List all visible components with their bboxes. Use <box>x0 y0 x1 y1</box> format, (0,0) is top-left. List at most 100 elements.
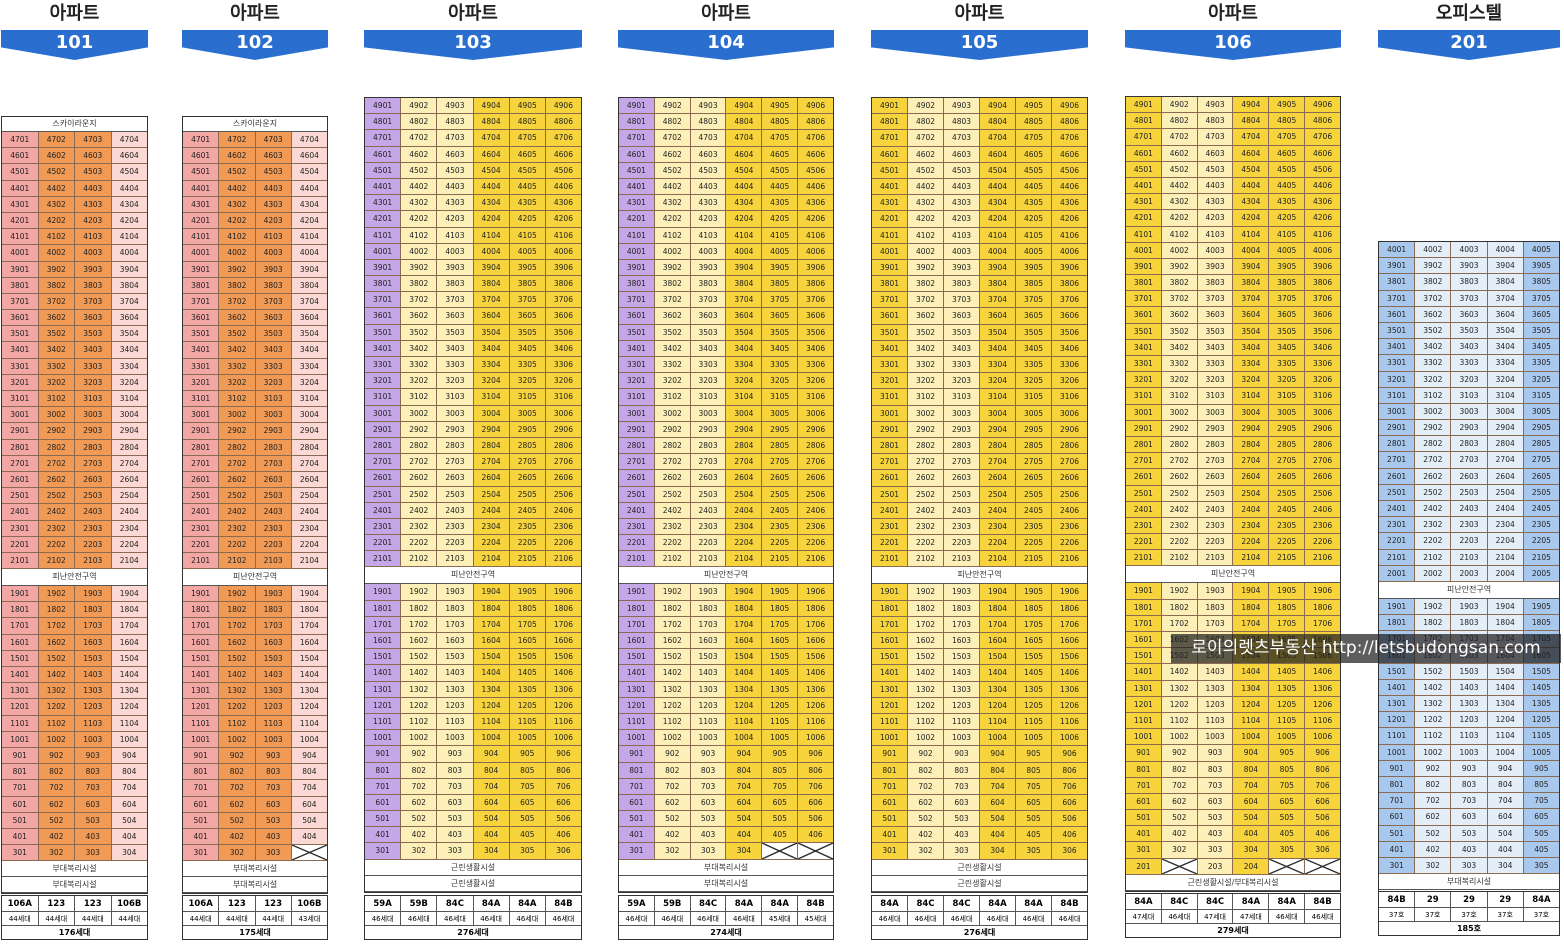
unit-cell: 4203 <box>437 211 474 228</box>
unit-cell: 1501 <box>619 649 655 666</box>
unit-cell: 2702 <box>654 454 691 471</box>
unit-cell: 1403 <box>255 667 292 684</box>
unit-cell: 2602 <box>908 470 944 487</box>
floor-row: 1501 1502 1503 1504 <box>2 650 147 667</box>
watermark-banner: 로이의렛츠부동산 http://letsbudongsan.com <box>1171 634 1561 663</box>
unit-cell: 1704 <box>473 616 510 633</box>
unit-cell: 806 <box>1305 761 1340 778</box>
floor-row: 1701 1702 1703 1704 1705 1706 <box>619 616 833 633</box>
unit-cell: 2303 <box>690 518 727 536</box>
unit-cell: 4103 <box>255 229 292 246</box>
unit-cell: 704 <box>111 780 147 797</box>
floor-row: 301 302 303 <box>183 845 327 862</box>
unit-cell: 4304 <box>1233 194 1270 211</box>
floor-row: 3501 3502 3503 3504 3505 3506 <box>619 324 833 341</box>
unit-cell: 4202 <box>1161 210 1198 227</box>
unit-cell: 2804 <box>980 437 1016 455</box>
unit-cell: 3603 <box>255 310 292 327</box>
unit-cell: 3602 <box>1415 306 1452 323</box>
unit-cell: 401 <box>1379 841 1416 858</box>
unit-cell: 1802 <box>654 600 691 617</box>
unit-cell: 4406 <box>1305 177 1340 195</box>
unit-cell: 1206 <box>1052 697 1087 714</box>
unit-cell: 3704 <box>111 293 147 311</box>
floor-row: 701 702 703 704 705 706 <box>1126 777 1340 794</box>
unit-cell: 601 <box>183 796 220 813</box>
household-count-cell: 46세대 <box>944 912 980 926</box>
unit-cell: 3003 <box>944 405 980 422</box>
unit-cell: 1903 <box>75 586 112 603</box>
household-count-row: 44세대 44세대 44세대 44세대 <box>2 912 147 926</box>
unit-cell: 2906 <box>1052 421 1087 438</box>
floor-row: 2401 2402 2403 2404 2405 2406 <box>1126 501 1340 518</box>
unit-cell: 3901 <box>1126 258 1162 276</box>
household-count-cell: 46세대 <box>872 912 908 926</box>
unit-cell: 1403 <box>437 665 474 682</box>
unit-cell: 506 <box>545 811 582 828</box>
unit-cell: 3806 <box>1052 276 1087 293</box>
floor-row: 4201 4202 4203 4204 <box>2 212 147 230</box>
unit-cell: 3004 <box>1487 403 1524 421</box>
unit-cell: 4503 <box>255 164 292 181</box>
unit-cell: 2106 <box>545 551 582 568</box>
floor-row: 2801 2802 2803 2804 <box>183 439 327 456</box>
unit-cell: 3303 <box>255 358 292 375</box>
unit-cell: 1204 <box>291 699 327 716</box>
unit-cell: 4306 <box>1052 195 1087 212</box>
unit-cell: 2103 <box>1197 550 1234 567</box>
unit-cell: 4705 <box>1016 130 1052 147</box>
unit-cell: 4901 <box>619 98 655 115</box>
unit-cell: 1203 <box>437 697 474 714</box>
unit-cell: 3605 <box>762 308 799 325</box>
unit-cell: 2904 <box>111 423 147 440</box>
unit-cell: 2601 <box>183 471 220 489</box>
unit-cell: 1404 <box>980 665 1016 682</box>
unit-cell: 4003 <box>1451 242 1488 259</box>
unit-cell: 904 <box>1233 745 1270 762</box>
unit-cell: 4406 <box>1052 178 1087 196</box>
unit-cell: 302 <box>401 843 438 860</box>
unit-cell: 2705 <box>509 454 546 471</box>
unit-cell: 4302 <box>38 196 75 213</box>
unit-cell: 2302 <box>219 520 256 537</box>
unit-cell: 1301 <box>365 681 402 698</box>
unit-cell: 3601 <box>1126 307 1162 324</box>
floor-row: 4501 4502 4503 4504 4505 4506 <box>872 162 1087 179</box>
unit-cell: 2601 <box>2 471 39 489</box>
unit-cell: 4903 <box>1197 97 1234 114</box>
unit-cell: 2705 <box>1016 454 1052 471</box>
floor-row: 1701 1702 1703 1704 1705 1706 <box>872 616 1087 633</box>
unit-cell: 803 <box>75 764 112 781</box>
unit-cell: 704 <box>980 778 1016 795</box>
unit-cell: 4504 <box>726 162 763 179</box>
unit-cell: 4004 <box>111 245 147 262</box>
unit-cell: 1504 <box>980 649 1016 666</box>
unit-cell: 3402 <box>38 342 75 359</box>
unit-cell: 1801 <box>872 600 908 617</box>
unit-cell: 2404 <box>111 504 147 521</box>
unit-type-summary: 84A 84C 84C 84A 84A 84B 47세대 46세대 47세대 47세대 46세대 46… <box>1125 893 1341 938</box>
unit-cell: 3606 <box>798 308 833 325</box>
unit-cell: 4202 <box>219 212 256 230</box>
household-count-cell: 37호 <box>1523 908 1560 922</box>
unit-cell: 502 <box>219 812 256 829</box>
unit-cell: 903 <box>255 747 292 765</box>
unit-cell: 901 <box>1126 745 1162 762</box>
unit-cell: 4204 <box>473 211 510 228</box>
unit-cell: 4606 <box>545 146 582 163</box>
household-count-cell: 46세대 <box>908 912 944 926</box>
unit-cell: 1004 <box>980 730 1016 747</box>
floor-row: 601 602 603 604 605 606 <box>619 794 833 812</box>
unit-cell: 2704 <box>1233 453 1270 470</box>
floor-row: 1701 1702 1703 1704 1705 1706 <box>1126 615 1340 632</box>
unit-cell: 2105 <box>1523 549 1560 566</box>
unit-cell: 1705 <box>1269 615 1306 632</box>
unit-cell: 4404 <box>111 180 147 197</box>
unit-cell: 1302 <box>219 683 256 700</box>
unit-type-summary: 59A 59B 84C 84A 84A 84B 46세대 46세대 46세대 46세대 46세대 46… <box>364 895 582 940</box>
unit-cell: 1201 <box>619 697 655 714</box>
unit-cell: 502 <box>38 812 75 829</box>
floor-row: 4701 4702 4703 4704 <box>2 132 147 149</box>
unit-cell: 1002 <box>654 730 691 747</box>
unit-cell: 802 <box>401 762 438 779</box>
